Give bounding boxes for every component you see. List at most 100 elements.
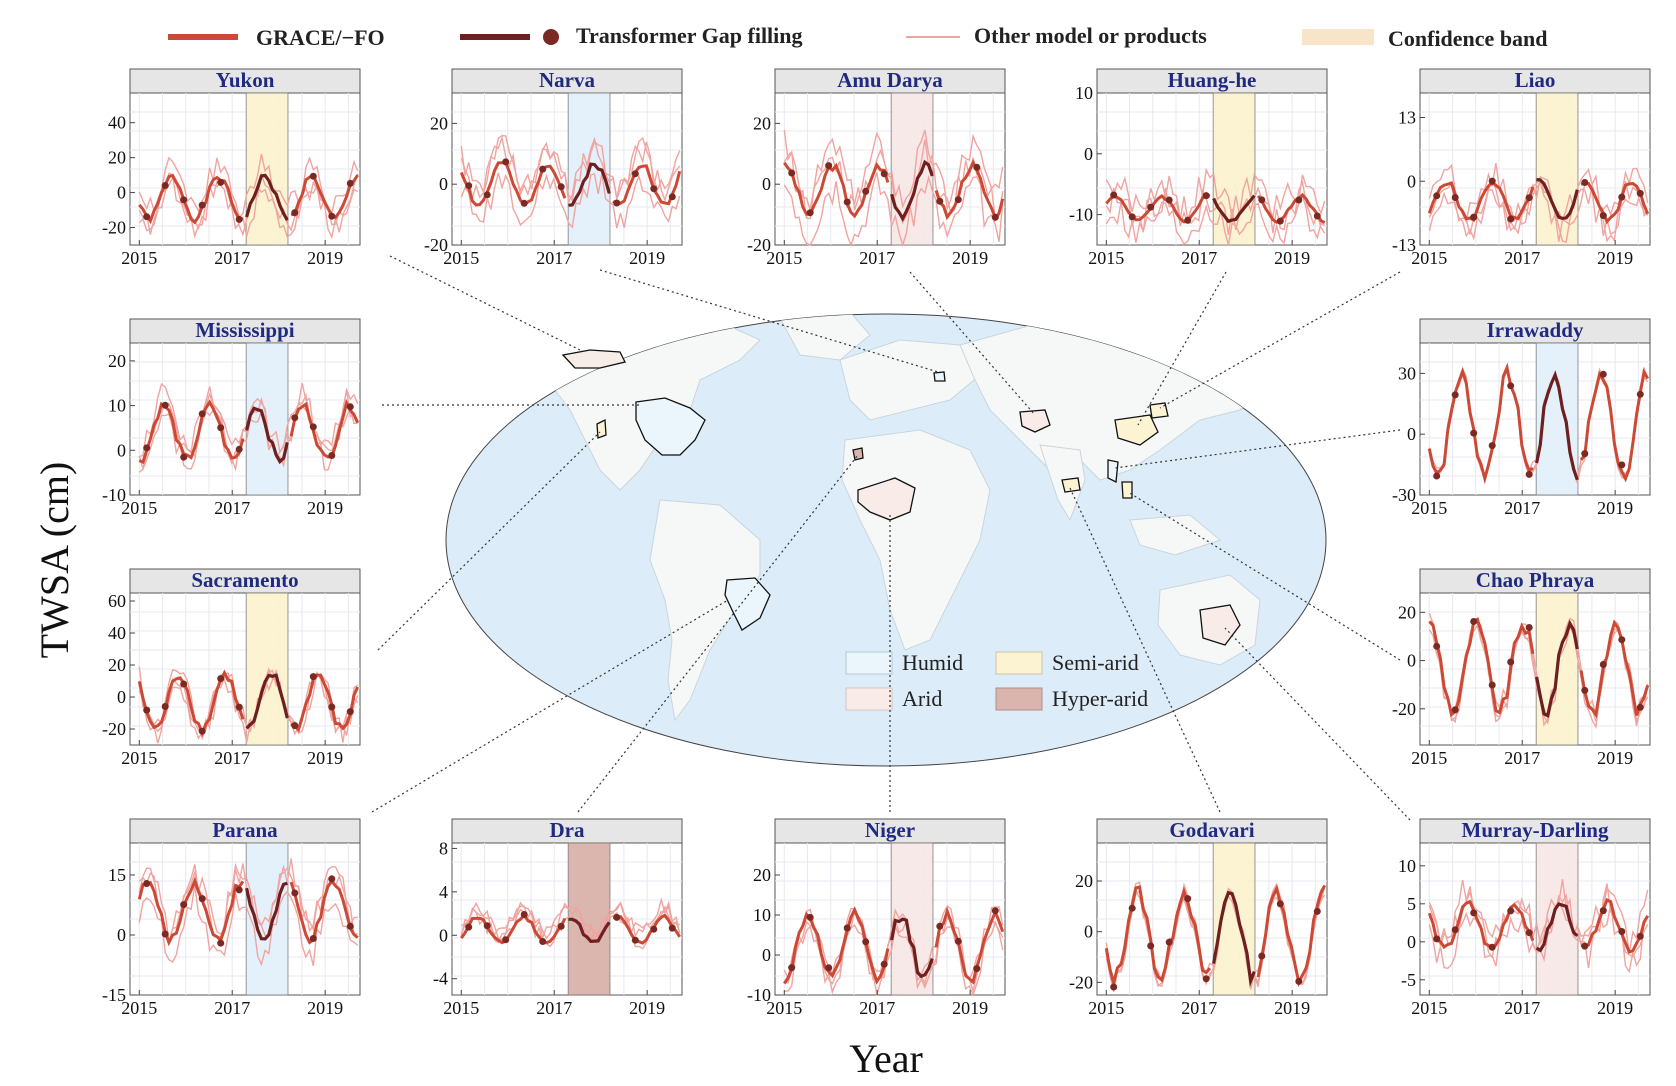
transformer-point bbox=[613, 199, 621, 207]
confidence-band bbox=[1535, 842, 1579, 996]
transformer-line bbox=[245, 406, 289, 465]
y-tick-label: -15 bbox=[102, 985, 126, 1005]
basin-yukon bbox=[561, 349, 626, 369]
transformer-point bbox=[1258, 952, 1266, 960]
transformer-point bbox=[235, 886, 243, 894]
transformer-point bbox=[143, 706, 151, 714]
x-tick-label: 2017 bbox=[536, 998, 572, 1018]
x-tick-label: 2019 bbox=[1597, 748, 1633, 768]
basin-liao bbox=[1149, 402, 1169, 419]
transformer-point bbox=[1488, 177, 1496, 185]
grace-line bbox=[1428, 617, 1650, 719]
transformer-point bbox=[502, 936, 510, 944]
transformer-point bbox=[1581, 179, 1589, 186]
transformer-point bbox=[631, 170, 639, 178]
panel-title-bar bbox=[451, 818, 683, 844]
transformer-point bbox=[1507, 215, 1515, 223]
x-tick-label: 2015 bbox=[121, 748, 157, 768]
transformer-point bbox=[936, 197, 944, 205]
transformer-point bbox=[1470, 429, 1478, 437]
transformer-point bbox=[346, 179, 354, 187]
basin-huang-he bbox=[1114, 414, 1159, 446]
transformer-point bbox=[1313, 212, 1321, 220]
legend-transformer-marker bbox=[543, 29, 559, 45]
panel-title: Narva bbox=[539, 68, 595, 92]
y-tick-label: -20 bbox=[1392, 699, 1416, 719]
grace-line bbox=[783, 906, 1005, 985]
transformer-point bbox=[1202, 975, 1210, 983]
other-model-line bbox=[783, 139, 1004, 225]
transformer-point bbox=[806, 913, 814, 921]
transformer-point bbox=[973, 163, 981, 171]
x-tick-label: 2019 bbox=[307, 248, 343, 268]
transformer-point bbox=[843, 198, 851, 206]
other-model-line bbox=[783, 129, 1004, 212]
x-tick-label: 2015 bbox=[1088, 998, 1124, 1018]
transformer-point bbox=[346, 403, 354, 411]
y-tick-label: 0 bbox=[117, 440, 126, 460]
transformer-point bbox=[557, 183, 565, 191]
x-tick-label: 2015 bbox=[1088, 248, 1124, 268]
transformer-point bbox=[465, 923, 473, 931]
transformer-point bbox=[650, 925, 658, 933]
transformer-point bbox=[1147, 942, 1155, 950]
transformer-point bbox=[862, 938, 870, 946]
transformer-point bbox=[1202, 192, 1210, 200]
transformer-point bbox=[880, 960, 888, 968]
panel-title: Yukon bbox=[216, 68, 275, 92]
legend-band-swatch bbox=[1302, 29, 1374, 45]
x-tick-label: 2015 bbox=[766, 248, 802, 268]
y-axis-title: TWSA (cm) bbox=[32, 462, 77, 659]
x-tick-label: 2017 bbox=[1181, 998, 1217, 1018]
transformer-point bbox=[1147, 203, 1155, 211]
transformer-point bbox=[483, 922, 491, 930]
y-tick-label: 10 bbox=[1075, 83, 1093, 103]
y-tick-label: 0 bbox=[1084, 922, 1093, 942]
panel-title: Amu Darya bbox=[837, 68, 943, 92]
transformer-line bbox=[890, 159, 934, 222]
transformer-point bbox=[502, 158, 510, 166]
transformer-point bbox=[328, 703, 336, 711]
transformer-point bbox=[483, 191, 491, 199]
transformer-point bbox=[1451, 194, 1459, 201]
x-tick-label: 2017 bbox=[859, 998, 895, 1018]
connector-liao bbox=[1159, 271, 1401, 409]
transformer-point bbox=[1525, 470, 1533, 478]
transformer-point bbox=[1451, 926, 1459, 934]
transformer-point bbox=[309, 172, 317, 180]
transformer-point bbox=[346, 708, 354, 716]
panel-sacramento: Sacramento 60 40 20 0 -20 2015 2017 2019 bbox=[102, 568, 361, 768]
x-tick-label: 2015 bbox=[766, 998, 802, 1018]
panel-title: Parana bbox=[212, 818, 278, 842]
transformer-point bbox=[1184, 216, 1192, 224]
transformer-point bbox=[235, 703, 243, 711]
grace-line bbox=[137, 876, 359, 947]
grace-line bbox=[138, 398, 360, 465]
transformer-point bbox=[346, 922, 354, 930]
y-tick-label: 5 bbox=[1407, 894, 1416, 914]
other-model-line bbox=[138, 153, 359, 219]
transformer-point bbox=[217, 939, 225, 947]
transformer-line bbox=[245, 673, 289, 730]
y-tick-label: 0 bbox=[117, 687, 126, 707]
connector-murray-darling bbox=[1224, 627, 1411, 821]
y-tick-label: 20 bbox=[430, 113, 448, 133]
transformer-point bbox=[1525, 194, 1533, 202]
x-tick-label: 2019 bbox=[1274, 998, 1310, 1018]
transformer-point bbox=[291, 209, 299, 217]
transformer-point bbox=[328, 212, 336, 220]
transformer-point bbox=[1433, 935, 1441, 943]
connector-chao-phraya bbox=[1127, 491, 1401, 661]
transformer-point bbox=[1599, 907, 1607, 915]
transformer-point bbox=[1276, 900, 1284, 908]
transformer-point bbox=[180, 196, 188, 204]
x-tick-label: 2019 bbox=[629, 998, 665, 1018]
transformer-point bbox=[291, 414, 299, 422]
panel-title-bar bbox=[1419, 68, 1651, 94]
x-tick-label: 2019 bbox=[1597, 498, 1633, 518]
connector-lines bbox=[371, 255, 1411, 821]
transformer-point bbox=[539, 165, 547, 173]
y-tick-label: 8 bbox=[439, 838, 448, 858]
other-model-line bbox=[1105, 167, 1326, 220]
